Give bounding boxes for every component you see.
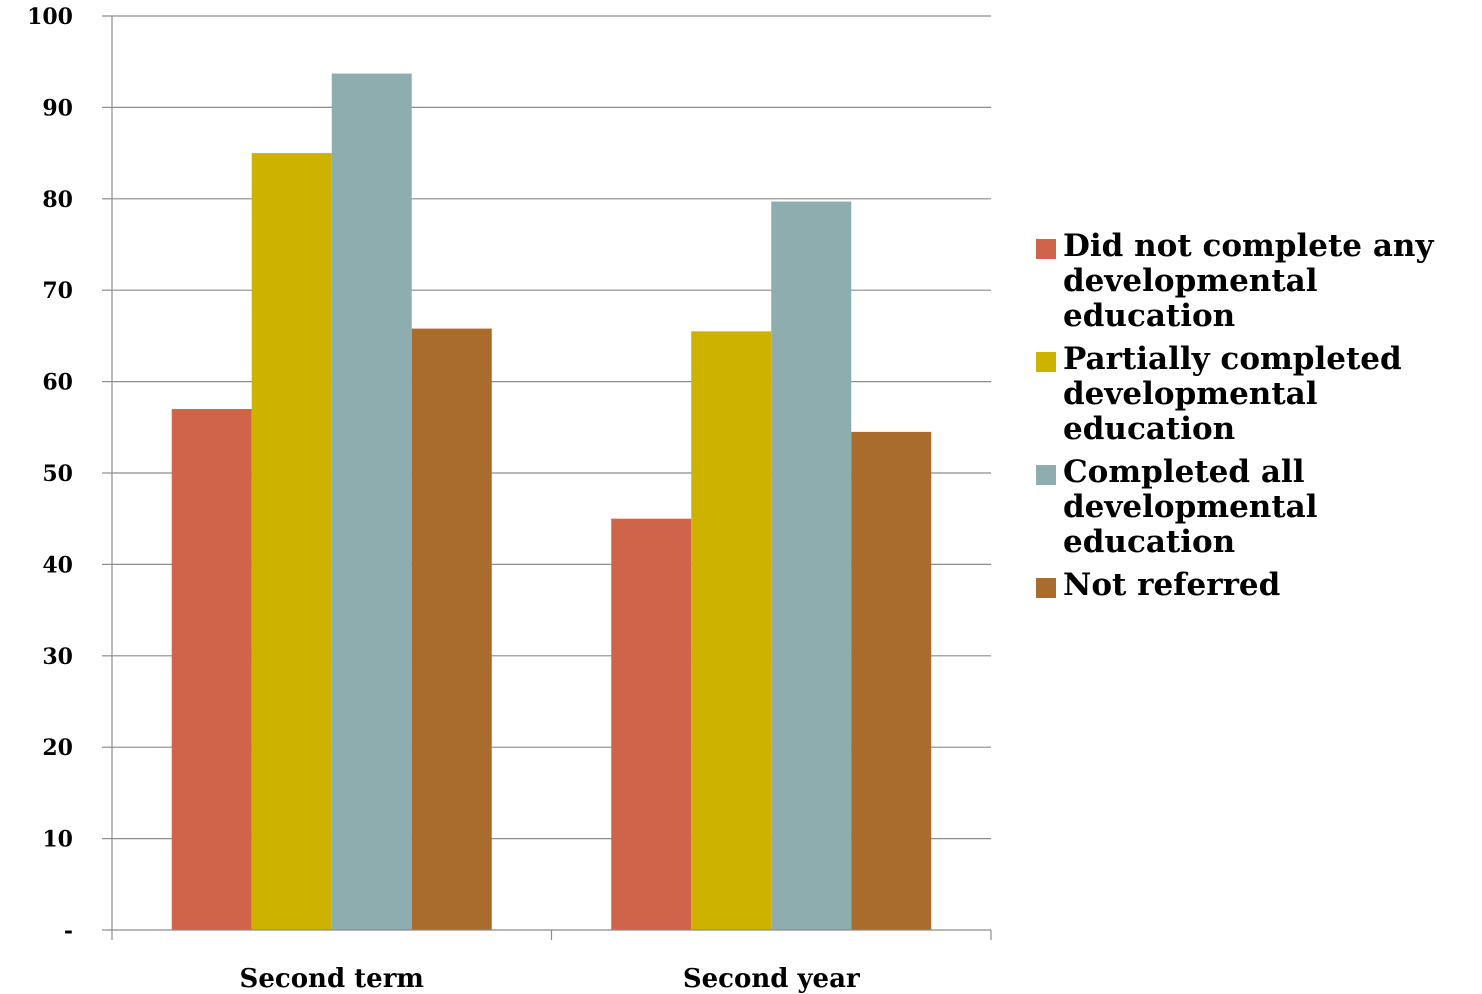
y-axis: - 10 20 30 40 50 60 70 80 90 100: [27, 4, 113, 944]
bar: [171, 409, 252, 930]
legend-item: Not referred: [1036, 568, 1476, 603]
x-category-label: Second term: [240, 964, 424, 994]
y-tick-label: 90: [42, 95, 73, 121]
legend-swatch: [1036, 578, 1056, 598]
y-tick-label: 80: [42, 187, 73, 213]
y-tick-label: 100: [27, 4, 73, 30]
legend-item: Completed all developmental education: [1036, 455, 1476, 560]
bars: [171, 73, 932, 931]
legend-label: Did not complete any developmental educa…: [1063, 228, 1434, 334]
legend-label: Not referred: [1063, 567, 1281, 603]
y-tick-label: 40: [42, 552, 73, 578]
bar: [771, 201, 852, 931]
legend-item: Partially completed developmental educat…: [1036, 342, 1476, 447]
bar: [851, 431, 932, 930]
bar: [251, 153, 332, 931]
x-category-label: Second year: [683, 964, 860, 994]
bar: [331, 73, 412, 930]
y-tick-label: 10: [42, 827, 73, 853]
y-tick-label: 70: [42, 278, 73, 304]
legend-swatch: [1036, 239, 1056, 259]
legend-swatch: [1036, 352, 1056, 372]
y-tick-label: 20: [42, 735, 73, 761]
bar: [411, 328, 492, 930]
y-tick-label: -: [64, 918, 73, 944]
y-tick-label: 60: [42, 370, 73, 396]
bar: [691, 331, 772, 931]
legend-label: Completed all developmental education: [1063, 454, 1318, 560]
y-tick-label: 50: [42, 461, 73, 487]
legend-item: Did not complete any developmental educa…: [1036, 229, 1476, 334]
x-axis: Second term Second year: [111, 929, 992, 994]
legend-label: Partially completed developmental educat…: [1063, 341, 1402, 447]
y-tick-label: 30: [42, 644, 73, 670]
legend-swatch: [1036, 465, 1056, 485]
bar: [611, 518, 692, 930]
legend: Did not complete any developmental educa…: [1036, 229, 1476, 611]
